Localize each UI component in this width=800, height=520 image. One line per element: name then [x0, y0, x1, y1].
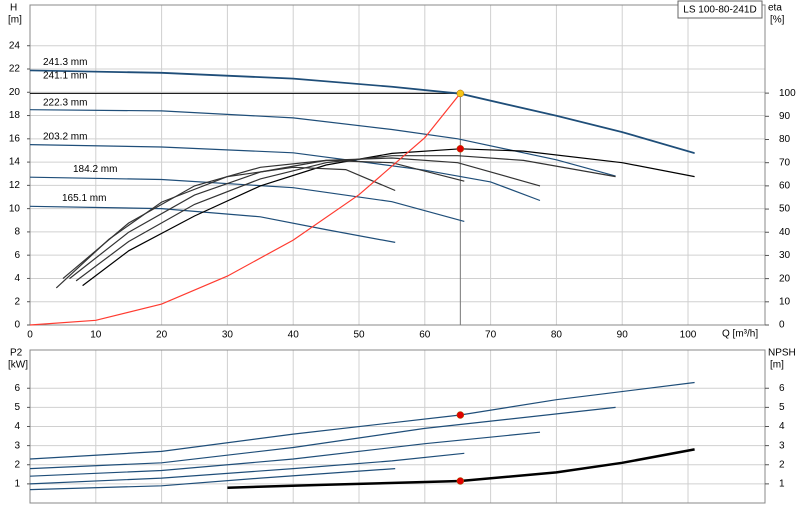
- curve-label: 165.1 mm: [62, 193, 106, 204]
- y-tick-label: 4: [14, 421, 20, 432]
- y-tick-label: 8: [14, 227, 20, 238]
- y2-tick-label: 60: [779, 181, 791, 192]
- y2-tick-label: 2: [779, 459, 785, 470]
- y-tick-label: 3: [14, 440, 20, 451]
- y2-axis-unit: [m]: [770, 360, 784, 371]
- curve: [29, 381, 695, 460]
- y-tick-label: 4: [14, 273, 20, 284]
- curve: [29, 468, 396, 491]
- x-tick-label: 0: [27, 330, 33, 341]
- title-box: [677, 0, 763, 19]
- y2-tick-label: 10: [779, 296, 791, 307]
- x-tick-label: 80: [551, 330, 563, 341]
- y2-tick-label: 40: [779, 227, 791, 238]
- curve: [29, 431, 541, 477]
- y-tick-label: 18: [9, 110, 21, 121]
- y2-tick-label: 30: [779, 250, 791, 261]
- x-axis-label: Q [m³/h]: [722, 329, 758, 340]
- y2-tick-label: 3: [779, 440, 785, 451]
- y-tick-label: 6: [14, 250, 20, 261]
- x-tick-label: 10: [90, 330, 102, 341]
- y-tick-label: 24: [9, 40, 21, 51]
- y-tick-label: 2: [14, 296, 20, 307]
- secondary-curve: [62, 159, 465, 280]
- y-tick-label: 12: [9, 180, 21, 191]
- x-tick-label: 30: [222, 330, 234, 341]
- y-tick-label: 14: [9, 157, 21, 168]
- y2-tick-label: 20: [779, 273, 791, 284]
- plot-frame: [29, 4, 766, 326]
- y-tick-label: 16: [9, 133, 21, 144]
- y-tick-label: 22: [9, 64, 21, 75]
- operating-point: [456, 89, 465, 98]
- x-tick-label: 60: [419, 330, 431, 341]
- secondary-curve: [75, 155, 616, 282]
- y-axis-unit: [m]: [8, 15, 22, 26]
- y-tick-label: 0: [14, 320, 20, 331]
- operating-point: [456, 477, 465, 485]
- curve-label: 241.1 mm: [43, 70, 87, 81]
- x-tick-label: 50: [353, 330, 365, 341]
- operating-point: [456, 411, 465, 419]
- curve: [29, 109, 616, 177]
- y2-tick-label: 100: [779, 88, 796, 99]
- y2-tick-label: 1: [779, 479, 785, 490]
- y-tick-label: 6: [14, 383, 20, 394]
- operating-point: [456, 145, 465, 153]
- y2-tick-label: 70: [779, 157, 791, 168]
- x-tick-label: 100: [680, 330, 697, 341]
- y2-axis-label: eta: [768, 3, 782, 14]
- curve: [29, 452, 465, 485]
- y2-tick-label: 6: [779, 383, 785, 394]
- y-tick-label: 2: [14, 459, 20, 470]
- x-tick-label: 40: [288, 330, 300, 341]
- curve-label: 222.3 mm: [43, 97, 87, 108]
- secondary-curve: [69, 157, 541, 280]
- curve: [29, 176, 465, 222]
- x-tick-label: 70: [485, 330, 497, 341]
- secondary-curve: [227, 448, 695, 489]
- y-axis-label: H: [10, 3, 17, 14]
- curve-label: 203.2 mm: [43, 131, 87, 142]
- y-axis-label: P2: [10, 348, 23, 359]
- y-tick-label: 5: [14, 402, 20, 413]
- x-tick-label: 20: [156, 330, 168, 341]
- chart-title: LS 100-80-241D: [683, 5, 756, 16]
- y2-axis-unit: [%]: [770, 15, 785, 26]
- y2-tick-label: 90: [779, 111, 791, 122]
- curve: [29, 205, 396, 243]
- y-axis-unit: [kW]: [8, 360, 28, 371]
- x-tick-label: 90: [617, 330, 629, 341]
- y2-tick-label: 0: [779, 320, 785, 331]
- y-tick-label: 1: [14, 479, 20, 490]
- y2-tick-label: 4: [779, 421, 785, 432]
- y-tick-label: 20: [9, 87, 21, 98]
- y2-axis-label: NPSH: [768, 348, 796, 359]
- curve: [29, 70, 695, 154]
- y2-tick-label: 50: [779, 204, 791, 215]
- curve-label: 184.2 mm: [73, 164, 117, 175]
- secondary-curve: [55, 166, 396, 289]
- curve: [29, 93, 461, 326]
- curve-label: 241.3 mm: [43, 57, 87, 68]
- curve: [29, 406, 616, 470]
- y2-tick-label: 80: [779, 134, 791, 145]
- y-tick-label: 10: [9, 203, 21, 214]
- y2-tick-label: 5: [779, 402, 785, 413]
